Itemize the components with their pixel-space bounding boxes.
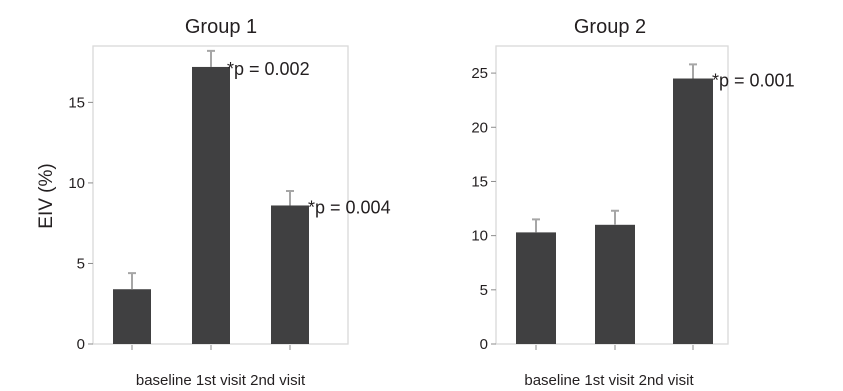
x-category-label: 1st visit <box>580 372 635 389</box>
chart-title-group-1: Group 1 <box>185 16 257 38</box>
y-tick-label: 20 <box>471 119 488 136</box>
bar-group2-3 <box>673 78 713 344</box>
bar-group1-2 <box>192 66 230 344</box>
chart-group-2: Group 2 0 5 10 15 20 25 *p = 0.001 baseline 1st… <box>471 16 794 389</box>
error-bar <box>286 189 294 206</box>
y-tick-label: 10 <box>68 175 85 192</box>
y-tick-label: 15 <box>68 94 85 111</box>
y-axis-label: EIV (%) <box>36 163 57 228</box>
x-category-label: baseline <box>136 372 192 389</box>
bar-group2-1 <box>516 232 556 344</box>
y-tick-label: 0 <box>77 336 85 353</box>
error-bar <box>207 49 215 67</box>
bar-group1-3 <box>271 205 309 344</box>
y-tick-label: 5 <box>480 282 488 299</box>
error-bar <box>128 272 136 290</box>
y-tick-label: 10 <box>471 228 488 245</box>
y-tick-label: 0 <box>480 336 488 353</box>
p-value-annotation: *p = 0.002 <box>227 59 310 79</box>
error-bar <box>611 209 619 225</box>
x-category-label: 2nd visit <box>246 372 306 389</box>
x-category-label: baseline <box>524 372 580 389</box>
y-tick-label: 15 <box>471 173 488 190</box>
error-bar <box>532 218 540 233</box>
chart-title-group-2: Group 2 <box>574 16 646 38</box>
bar-group1-1 <box>113 289 151 344</box>
x-category-labels: baseline 1st visit 2nd visit <box>136 372 306 389</box>
x-category-label: 1st visit <box>192 372 247 389</box>
chart-group-1: Group 1 0 5 10 15 *p = 0.002 *p = 0.004 baseli… <box>68 16 390 389</box>
p-value-annotation: *p = 0.004 <box>308 197 391 217</box>
y-tick-label: 25 <box>471 65 488 82</box>
x-category-labels: baseline 1st visit 2nd visit <box>524 372 694 389</box>
error-bar <box>689 63 697 79</box>
y-tick-label: 5 <box>77 255 85 272</box>
plot-marks-group-2: 0 5 10 15 20 25 *p = 0.001 baseline 1st visit 2… <box>471 63 795 389</box>
x-category-label: 2nd visit <box>634 372 694 389</box>
p-value-annotation: *p = 0.001 <box>712 71 795 91</box>
plot-marks-group-1: 0 5 10 15 *p = 0.002 *p = 0.004 baseline 1st v… <box>68 49 391 389</box>
bar-group2-2 <box>595 224 635 344</box>
